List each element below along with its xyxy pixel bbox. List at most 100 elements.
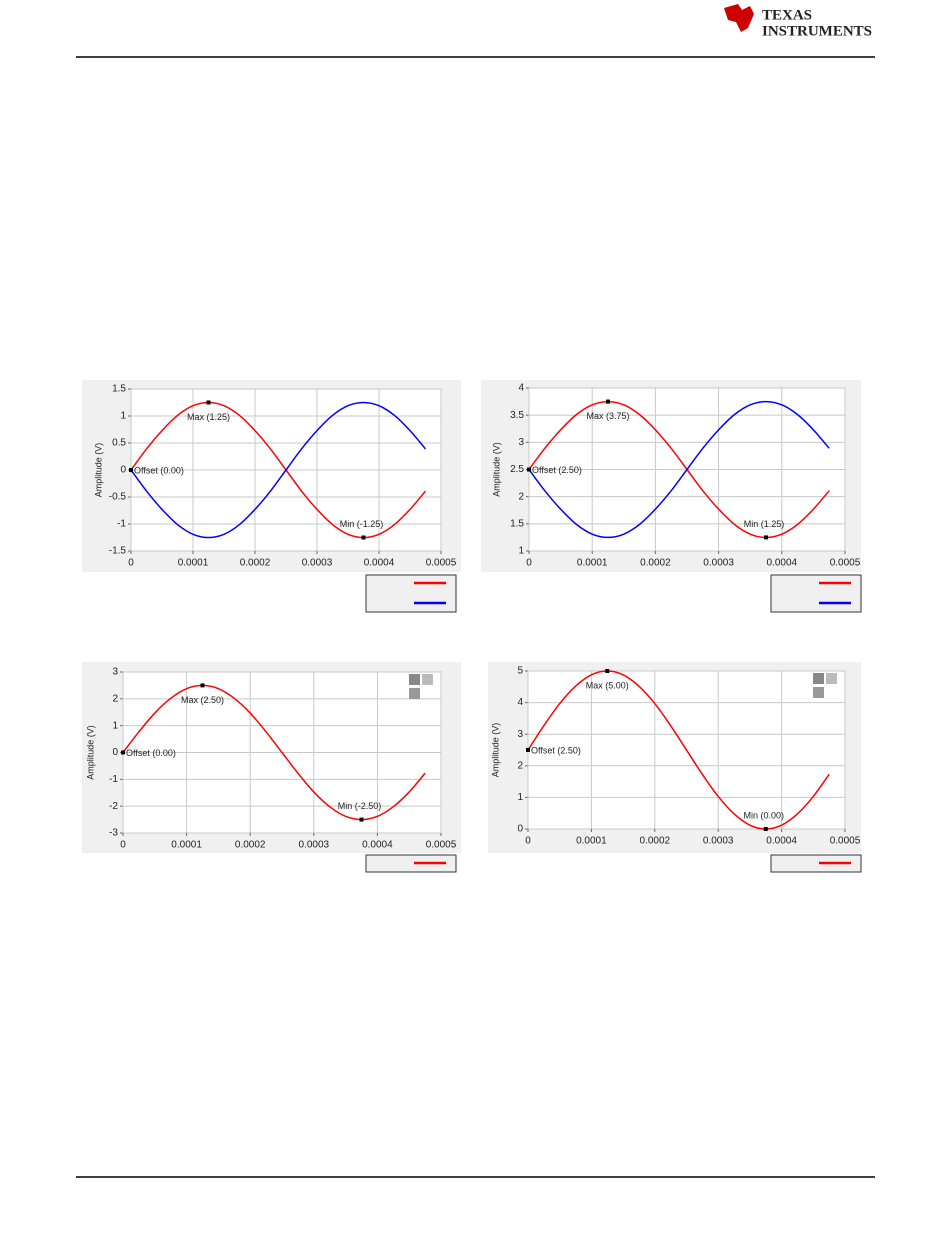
legend-box bbox=[770, 574, 862, 613]
pan-tool bbox=[813, 687, 824, 698]
annotation-marker bbox=[763, 827, 768, 831]
annotation-marker bbox=[606, 399, 610, 404]
y-tick-label: 3 bbox=[518, 437, 524, 448]
y-axis-label: Amplitude (V) bbox=[491, 442, 501, 497]
x-tick-label: 0.0003 bbox=[302, 558, 333, 569]
y-tick-label: -3 bbox=[109, 828, 118, 839]
x-tick-label: 0.0003 bbox=[703, 558, 734, 569]
y-tick-label: 0 bbox=[112, 747, 118, 758]
legend-box bbox=[770, 854, 862, 873]
x-tick-label: 0.0001 bbox=[178, 558, 209, 569]
x-tick-label: 0.0002 bbox=[240, 558, 271, 569]
x-tick-label: 0 bbox=[525, 836, 531, 847]
series-line bbox=[528, 400, 830, 539]
y-tick-label: -0.5 bbox=[109, 492, 127, 503]
annotation-marker bbox=[527, 467, 531, 472]
x-tick-label: 0.0001 bbox=[171, 840, 202, 851]
x-tick-label: 0.0004 bbox=[766, 836, 797, 847]
annotation-label: Offset (2.50) bbox=[532, 465, 582, 475]
y-tick-label: 2 bbox=[518, 491, 524, 502]
pan-tool bbox=[409, 688, 420, 699]
y-tick-label: 1 bbox=[517, 792, 523, 803]
y-tick-label: 2 bbox=[112, 693, 118, 704]
x-tick-label: 0.0001 bbox=[576, 836, 607, 847]
annotation-marker bbox=[121, 750, 125, 755]
y-tick-label: 1 bbox=[112, 720, 118, 731]
x-tick-label: 0.0001 bbox=[577, 558, 608, 569]
y-tick-label: 0 bbox=[120, 465, 126, 476]
y-tick-label: -1 bbox=[117, 519, 126, 530]
y-axis-label: Amplitude (V) bbox=[85, 725, 95, 780]
annotation-marker bbox=[129, 468, 133, 472]
chart: 1 1.5 2 2.5 3 3.5 4 0 0.0001 0.0002 0.0003 0.0004 0.… bbox=[481, 380, 862, 613]
x-tick-label: 0.0005 bbox=[830, 558, 861, 569]
annotation-label: Offset (0.00) bbox=[126, 748, 176, 758]
annotation-marker bbox=[764, 535, 768, 540]
logo-text: TEXAS bbox=[762, 7, 812, 23]
annotation-label: Max (1.25) bbox=[187, 412, 230, 422]
cursor-tool bbox=[826, 673, 837, 684]
y-tick-label: -1.5 bbox=[109, 546, 127, 557]
annotation-label: Offset (0.00) bbox=[134, 465, 184, 475]
x-tick-label: 0 bbox=[526, 558, 532, 569]
annotation-label: Min (-1.25) bbox=[340, 519, 384, 529]
annotation-label: Max (2.50) bbox=[181, 695, 224, 705]
y-axis-label: Amplitude (V) bbox=[490, 723, 500, 778]
y-tick-label: 4 bbox=[517, 697, 523, 708]
series-line bbox=[528, 400, 830, 539]
annotation-label: Max (5.00) bbox=[586, 680, 629, 690]
y-tick-label: 1.5 bbox=[112, 384, 126, 395]
y-tick-label: 2.5 bbox=[510, 464, 524, 475]
y-tick-label: 4 bbox=[518, 383, 524, 394]
series-line bbox=[130, 401, 427, 539]
x-tick-label: 0.0005 bbox=[426, 558, 457, 569]
annotation-label: Max (3.75) bbox=[586, 411, 629, 421]
annotation-label: Min (-2.50) bbox=[338, 801, 382, 811]
x-tick-label: 0.0005 bbox=[426, 840, 457, 851]
y-tick-label: 3 bbox=[112, 667, 118, 678]
x-tick-label: 0.0004 bbox=[364, 558, 395, 569]
y-tick-label: 0.5 bbox=[112, 438, 126, 449]
x-tick-label: 0.0003 bbox=[703, 836, 734, 847]
legend-box bbox=[365, 854, 457, 873]
annotation-marker bbox=[200, 683, 205, 688]
y-axis-label: Amplitude (V) bbox=[93, 443, 103, 498]
chart: -3 -2 -1 0 1 2 3 0 0.0001 0.0002 0.0003 0.0004 0.000… bbox=[82, 662, 461, 873]
x-tick-label: 0.0003 bbox=[299, 840, 330, 851]
y-tick-label: -1 bbox=[109, 774, 118, 785]
y-tick-label: 1 bbox=[120, 411, 126, 422]
x-tick-label: 0.0002 bbox=[640, 558, 671, 569]
x-tick-label: 0.0004 bbox=[767, 558, 798, 569]
x-tick-label: 0 bbox=[128, 558, 134, 569]
ti-logo-mark bbox=[724, 4, 754, 32]
y-tick-label: 0 bbox=[517, 824, 523, 835]
zoom-tool bbox=[813, 673, 824, 684]
y-tick-label: 1 bbox=[518, 546, 524, 557]
series-line bbox=[122, 684, 426, 821]
annotation-marker bbox=[361, 535, 366, 540]
chart: 0 1 2 3 4 5 0 0.0001 0.0002 0.0003 0.0004 0.0005 Amp… bbox=[488, 662, 862, 873]
y-tick-label: -2 bbox=[109, 801, 118, 812]
legend-box bbox=[365, 574, 457, 613]
y-tick-label: 3 bbox=[517, 729, 523, 740]
annotation-label: Offset (2.50) bbox=[531, 745, 581, 755]
cursor-tool bbox=[422, 674, 433, 685]
annotation-label: Min (1.25) bbox=[744, 519, 785, 529]
y-tick-label: 1.5 bbox=[510, 518, 524, 529]
x-tick-label: 0.0004 bbox=[362, 840, 393, 851]
y-tick-label: 2 bbox=[517, 760, 523, 771]
annotation-marker bbox=[359, 817, 364, 822]
annotation-marker bbox=[526, 748, 530, 752]
annotation-marker bbox=[605, 669, 610, 673]
zoom-tool bbox=[409, 674, 420, 685]
x-tick-label: 0.0002 bbox=[640, 836, 671, 847]
ti-logo: TEXAS INSTRUMENTS bbox=[724, 4, 872, 39]
series-line bbox=[527, 670, 830, 830]
series-line bbox=[130, 401, 427, 539]
y-tick-label: 5 bbox=[517, 666, 523, 677]
logo-text: INSTRUMENTS bbox=[762, 23, 872, 39]
annotation-marker bbox=[206, 400, 211, 405]
x-tick-label: 0.0002 bbox=[235, 840, 266, 851]
